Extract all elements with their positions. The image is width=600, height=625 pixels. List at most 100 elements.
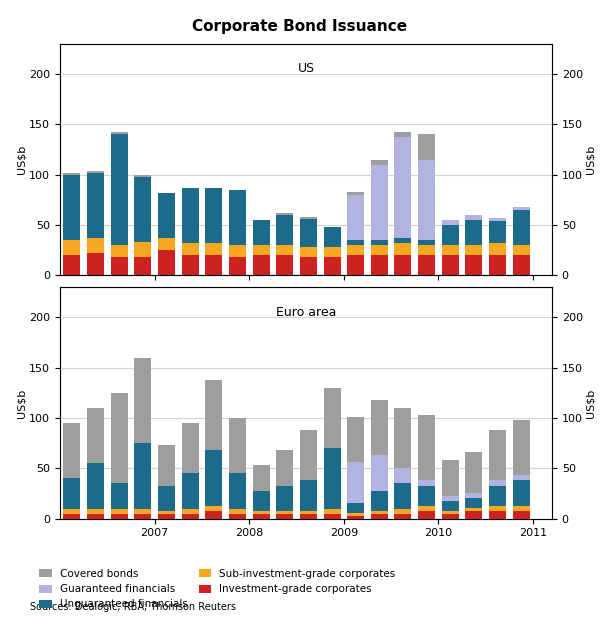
Bar: [323, 258, 341, 276]
Bar: [347, 462, 364, 503]
Bar: [513, 506, 530, 511]
Bar: [466, 452, 482, 493]
Legend: Covered bonds, Guaranteed financials, Unguaranteed financials, Sub-investment-gr: Covered bonds, Guaranteed financials, Un…: [35, 565, 400, 614]
Bar: [182, 188, 199, 243]
Bar: [394, 238, 412, 243]
Bar: [394, 132, 412, 138]
Bar: [87, 408, 104, 463]
Bar: [253, 514, 269, 519]
Bar: [489, 221, 506, 243]
Text: Corporate Bond Issuance: Corporate Bond Issuance: [193, 19, 407, 34]
Bar: [229, 509, 246, 514]
Bar: [394, 484, 412, 509]
Bar: [205, 511, 222, 519]
Bar: [64, 514, 80, 519]
Bar: [182, 509, 199, 514]
Bar: [110, 132, 128, 134]
Bar: [205, 255, 222, 276]
Bar: [489, 255, 506, 276]
Bar: [323, 514, 341, 519]
Bar: [134, 514, 151, 519]
Bar: [300, 219, 317, 248]
Bar: [229, 473, 246, 509]
Bar: [418, 506, 435, 511]
Bar: [276, 511, 293, 514]
Bar: [394, 509, 412, 514]
Bar: [110, 245, 128, 258]
Y-axis label: US$b: US$b: [16, 388, 26, 418]
Bar: [110, 509, 128, 514]
Bar: [134, 258, 151, 276]
Bar: [253, 245, 269, 255]
Bar: [466, 220, 482, 245]
Bar: [300, 430, 317, 481]
Bar: [253, 220, 269, 245]
Bar: [466, 492, 482, 498]
Bar: [134, 242, 151, 258]
Bar: [513, 476, 530, 481]
Bar: [134, 175, 151, 177]
Bar: [300, 514, 317, 519]
Bar: [442, 511, 459, 514]
Bar: [253, 511, 269, 514]
Bar: [466, 511, 482, 519]
Bar: [229, 258, 246, 276]
Bar: [158, 511, 175, 514]
Bar: [87, 514, 104, 519]
Bar: [158, 486, 175, 511]
Bar: [158, 445, 175, 486]
Bar: [64, 255, 80, 276]
Bar: [489, 430, 506, 481]
Bar: [418, 240, 435, 245]
Bar: [64, 175, 80, 240]
Bar: [229, 245, 246, 258]
Bar: [418, 255, 435, 276]
Bar: [87, 238, 104, 253]
Bar: [418, 159, 435, 240]
Bar: [442, 220, 459, 225]
Bar: [513, 255, 530, 276]
Bar: [394, 408, 412, 468]
Bar: [87, 171, 104, 172]
Bar: [394, 138, 412, 238]
Text: Euro area: Euro area: [276, 306, 336, 319]
Bar: [276, 245, 293, 255]
Bar: [347, 516, 364, 519]
Bar: [347, 240, 364, 245]
Bar: [489, 243, 506, 255]
Bar: [64, 479, 80, 509]
Bar: [64, 423, 80, 479]
Bar: [418, 481, 435, 486]
Bar: [110, 484, 128, 509]
Bar: [323, 248, 341, 258]
Bar: [87, 253, 104, 276]
Bar: [371, 511, 388, 514]
Bar: [466, 255, 482, 276]
Bar: [513, 210, 530, 245]
Bar: [253, 466, 269, 491]
Bar: [300, 258, 317, 276]
Bar: [347, 195, 364, 240]
Bar: [158, 193, 175, 238]
Bar: [394, 468, 412, 484]
Bar: [87, 509, 104, 514]
Bar: [87, 173, 104, 238]
Bar: [323, 227, 341, 248]
Bar: [323, 388, 341, 448]
Bar: [276, 450, 293, 486]
Bar: [418, 134, 435, 159]
Bar: [110, 393, 128, 484]
Bar: [134, 357, 151, 443]
Bar: [347, 192, 364, 195]
Bar: [229, 190, 246, 245]
Bar: [466, 245, 482, 255]
Bar: [253, 491, 269, 511]
Bar: [300, 217, 317, 219]
Bar: [442, 255, 459, 276]
Bar: [466, 498, 482, 508]
Bar: [371, 255, 388, 276]
Bar: [513, 420, 530, 476]
Bar: [134, 509, 151, 514]
Bar: [347, 503, 364, 512]
Bar: [300, 511, 317, 514]
